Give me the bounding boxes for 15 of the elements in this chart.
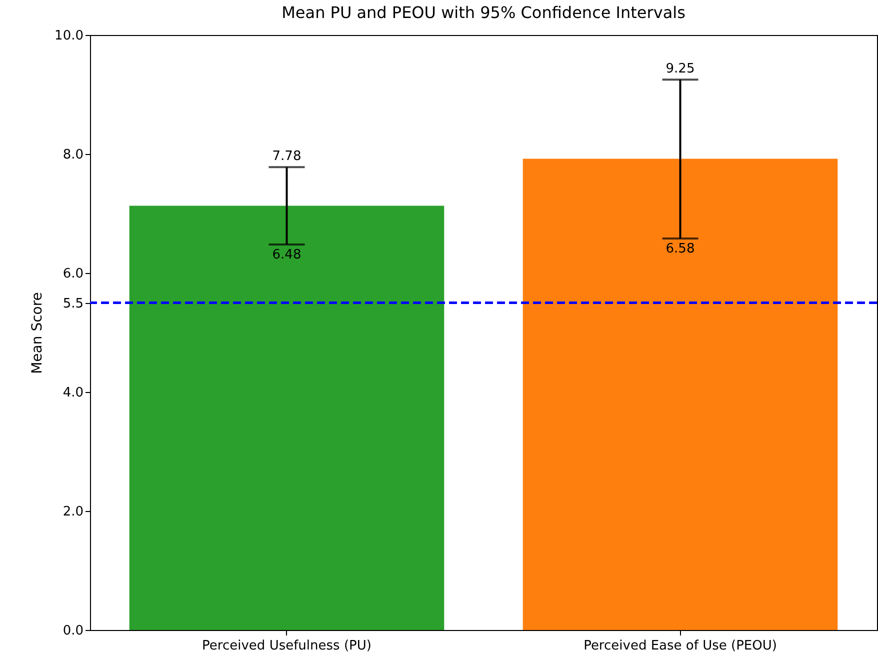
annotation: 6.58	[666, 241, 695, 256]
x-tick-label: Perceived Ease of Use (PEOU)	[584, 638, 777, 654]
y-tick-label: 5.5	[62, 296, 84, 312]
y-tick-label: 8.0	[62, 148, 84, 162]
y-axis-title: Mean Score	[30, 292, 46, 374]
annotation: 9.25	[666, 62, 695, 77]
y-tick-label: 4.0	[62, 386, 84, 400]
y-tick-label: 0.0	[62, 624, 84, 638]
annotation: 6.48	[272, 247, 302, 262]
x-tick-label: Perceived Usefulness (PU)	[202, 638, 372, 654]
y-tick-label: 10.0	[54, 28, 84, 44]
annotation: 7.78	[272, 149, 302, 164]
y-tick-label: 2.0	[62, 504, 84, 520]
y-tick-label: 6.0	[62, 266, 84, 282]
chart-title: Mean PU and PEOU with 95% Confidence Intervals	[282, 3, 686, 22]
